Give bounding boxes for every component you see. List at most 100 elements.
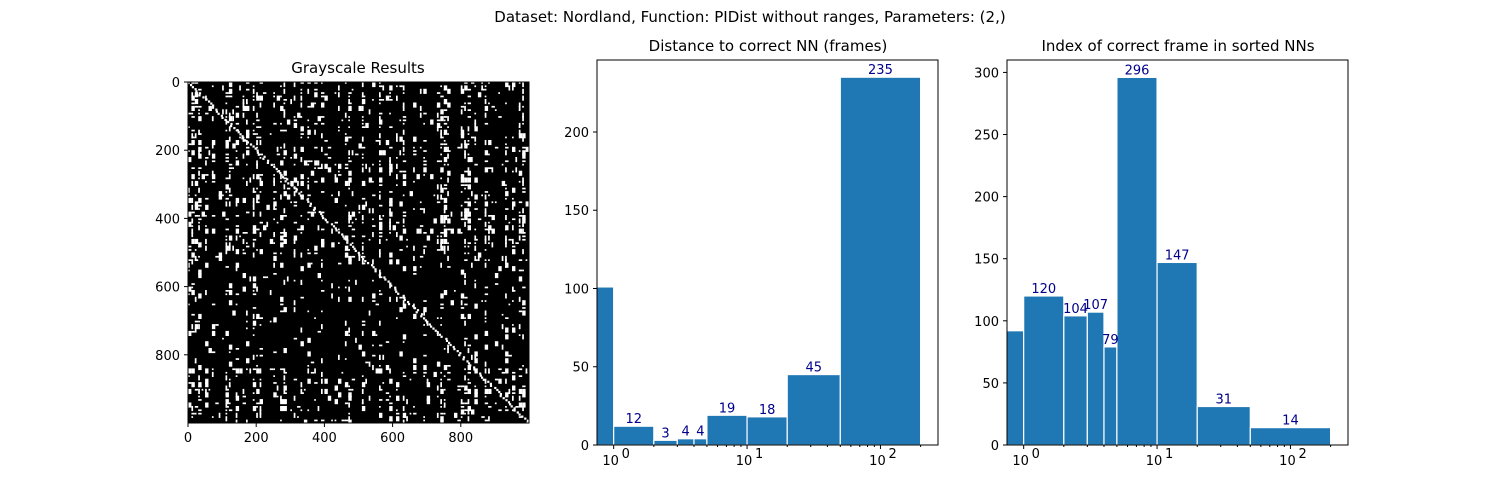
heatmap-cell xyxy=(389,201,393,207)
heatmap-cell xyxy=(498,409,502,412)
heatmap-cell xyxy=(389,221,391,227)
heatmap-cell xyxy=(440,184,442,190)
heatmap-cell xyxy=(518,276,523,282)
heatmap-cell xyxy=(194,259,199,261)
heatmap-cell xyxy=(239,235,241,238)
histogram-bar-label: 3 xyxy=(661,426,669,441)
heatmap-cell xyxy=(372,194,376,197)
heatmap-cell xyxy=(252,242,255,248)
heatmap-cell xyxy=(402,160,407,163)
heatmap-cell xyxy=(338,354,340,360)
heatmap-cell xyxy=(379,218,383,221)
histogram-bar-label: 45 xyxy=(805,361,822,376)
heatmap-cell xyxy=(191,330,195,333)
heatmap-cell xyxy=(321,290,325,292)
heatmap-cell xyxy=(351,255,356,258)
heatmap-cell xyxy=(283,406,287,412)
heatmap-cell xyxy=(443,402,446,408)
heatmap-cell xyxy=(436,122,441,128)
heatmap-cell xyxy=(518,215,523,217)
heatmap-cell xyxy=(361,146,366,149)
heatmap-cell xyxy=(344,320,347,326)
heatmap-cell xyxy=(518,310,523,313)
heatmap-cell xyxy=(361,153,364,156)
heatmap-cell xyxy=(273,317,277,323)
heatmap-cell xyxy=(464,392,468,394)
heatmap-y-tick-label: 200 xyxy=(155,144,180,159)
heatmap-cell xyxy=(433,218,437,224)
heatmap-cell xyxy=(379,85,383,88)
heatmap-cell xyxy=(518,109,521,111)
heatmap-cell xyxy=(259,180,263,186)
heatmap-cell xyxy=(338,228,340,231)
heatmap-cell xyxy=(443,228,448,234)
heatmap-cell xyxy=(300,215,303,217)
heatmap-cell xyxy=(467,167,470,173)
heatmap-cell xyxy=(256,160,258,166)
heatmap-cell xyxy=(498,116,502,118)
heatmap-cell xyxy=(413,313,417,319)
heatmap-cell xyxy=(239,368,243,374)
heatmap-cell xyxy=(338,92,340,98)
heatmap-cell xyxy=(307,163,310,166)
heatmap-cell xyxy=(515,406,519,408)
heatmap-cell xyxy=(423,112,427,115)
heatmap-cell xyxy=(276,385,279,391)
heatmap-cell xyxy=(436,361,441,367)
heatmap-cell xyxy=(273,191,277,193)
heatmap-cell xyxy=(225,330,229,336)
heatmap-cell xyxy=(348,279,350,282)
heatmap-cell xyxy=(300,392,304,394)
heatmap-cell xyxy=(498,266,502,272)
heatmap-cell xyxy=(464,82,468,84)
heatmap-diagonal-cell xyxy=(321,215,324,218)
heatmap-cell xyxy=(300,225,304,231)
heatmap-cell xyxy=(389,191,393,193)
heatmap-cell xyxy=(474,388,478,394)
heatmap-cell xyxy=(379,191,381,193)
heatmap-cell xyxy=(246,150,250,156)
heatmap-diagonal-cell xyxy=(498,390,501,394)
heatmap-cell xyxy=(273,382,277,384)
heatmap-diagonal-cell xyxy=(513,409,516,412)
heatmap-diagonal-cell xyxy=(438,333,441,336)
heatmap-cell xyxy=(211,180,216,183)
heatmap-cell xyxy=(467,133,470,135)
heatmap-cell xyxy=(464,279,466,285)
heatmap-cell xyxy=(188,303,190,306)
heatmap-cell xyxy=(423,310,425,316)
heatmap-cell xyxy=(303,419,308,423)
heatmap-cell xyxy=(402,341,405,343)
heatmap-cell xyxy=(273,201,277,207)
heatmap-cell xyxy=(228,187,231,193)
heatmap-cell xyxy=(389,160,391,166)
heatmap-cell xyxy=(252,99,255,101)
heatmap-cell xyxy=(450,300,454,306)
heatmap-cell xyxy=(256,313,260,319)
heatmap-cell xyxy=(242,238,245,244)
heatmap-cell xyxy=(327,146,332,149)
heatmap-cell xyxy=(402,416,407,418)
heatmap-cell xyxy=(283,392,287,394)
heatmap-cell xyxy=(256,317,260,319)
heatmap-cell xyxy=(389,204,393,207)
heatmap-cell xyxy=(252,334,255,336)
heatmap-diagonal-cell xyxy=(301,196,304,199)
heatmap-cell xyxy=(396,85,398,88)
heatmap-cell xyxy=(280,194,282,200)
heatmap-cell xyxy=(228,283,233,289)
heatmap-cell xyxy=(518,334,521,336)
heatmap-cell xyxy=(191,105,195,111)
heatmap-cell xyxy=(358,211,361,214)
heatmap-cell xyxy=(194,412,197,415)
heatmap-cell xyxy=(348,259,352,265)
heatmap-cell xyxy=(191,382,195,388)
heatmap-cell xyxy=(379,358,381,360)
heatmap-cell xyxy=(365,201,367,207)
heatmap-cell xyxy=(484,293,489,296)
heatmap-cell xyxy=(225,402,228,408)
heatmap-cell xyxy=(351,221,354,224)
heatmap-cell xyxy=(474,126,478,132)
heatmap-diagonal-cell xyxy=(198,92,202,95)
heatmap-cell xyxy=(426,235,431,241)
